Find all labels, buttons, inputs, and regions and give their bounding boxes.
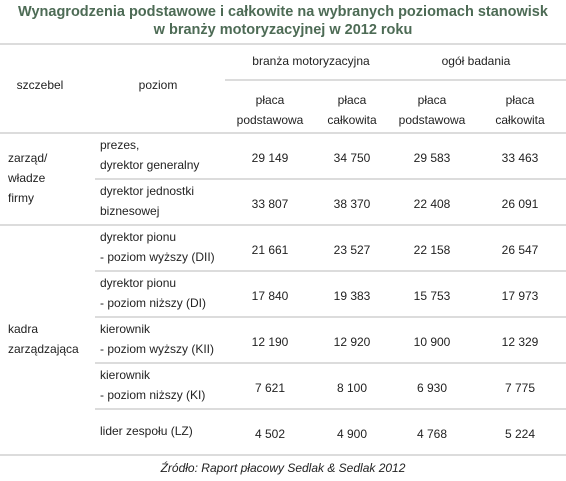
cell-value: 12 920 xyxy=(334,335,371,349)
header-column: płaca xyxy=(338,93,367,107)
header-group: branża motoryzacyjna xyxy=(252,54,370,68)
header-column: całkowita xyxy=(327,113,377,127)
cell-value: 23 527 xyxy=(334,243,371,257)
cell-value: 4 900 xyxy=(337,427,367,441)
source: Źródło: Raport płacowy Sedlak & Sedlak 2… xyxy=(160,460,406,475)
title: Wynagrodzenia podstawowe i całkowite na … xyxy=(18,4,549,20)
position-label: - poziom wyższy (KII) xyxy=(100,342,214,356)
cell-value: 15 753 xyxy=(414,289,451,303)
position-label: kierownik xyxy=(100,322,151,336)
cell-value: 7 621 xyxy=(255,381,285,395)
cell-value: 22 408 xyxy=(414,197,451,211)
header-column: płaca xyxy=(506,93,535,107)
cell-value: 21 661 xyxy=(252,243,289,257)
level-label: zarządzająca xyxy=(8,342,79,356)
cell-value: 26 091 xyxy=(502,197,539,211)
cell-value: 4 768 xyxy=(417,427,447,441)
cell-value: 17 973 xyxy=(502,289,539,303)
cell-value: 4 502 xyxy=(255,427,285,441)
cell-value: 10 900 xyxy=(414,335,451,349)
level-label: zarząd/ xyxy=(8,151,48,165)
position-label: prezes, xyxy=(100,138,139,152)
position-label: kierownik xyxy=(100,368,151,382)
cell-value: 34 750 xyxy=(334,151,371,165)
cell-value: 29 583 xyxy=(414,151,451,165)
header-level: szczebel xyxy=(17,78,64,92)
title: w branży motoryzacyjnej w 2012 roku xyxy=(153,22,413,38)
cell-value: 8 100 xyxy=(337,381,367,395)
cell-value: 26 547 xyxy=(502,243,539,257)
level-label: kadra xyxy=(8,322,38,336)
position-label: dyrektor pionu xyxy=(100,276,176,290)
header-column: płaca xyxy=(256,93,285,107)
position-label: dyrektor generalny xyxy=(100,158,199,172)
header-group: ogół badania xyxy=(442,54,511,68)
level-label: firmy xyxy=(8,191,34,205)
position-label: dyrektor pionu xyxy=(100,230,176,244)
cell-value: 17 840 xyxy=(252,289,289,303)
level-label: władze xyxy=(7,171,46,185)
header-position: poziom xyxy=(139,78,178,92)
cell-value: 33 807 xyxy=(252,197,289,211)
position-label: dyrektor jednostki xyxy=(100,184,194,198)
position-label: - poziom wyższy (DII) xyxy=(100,250,215,264)
cell-value: 38 370 xyxy=(334,197,371,211)
cell-value: 7 775 xyxy=(505,381,535,395)
cell-value: 29 149 xyxy=(252,151,289,165)
header-column: podstawowa xyxy=(399,113,466,127)
header-column: całkowita xyxy=(495,113,545,127)
position-label: biznesowej xyxy=(100,204,159,218)
cell-value: 6 930 xyxy=(417,381,447,395)
cell-value: 12 190 xyxy=(252,335,289,349)
cell-value: 33 463 xyxy=(502,151,539,165)
cell-value: 5 224 xyxy=(505,427,535,441)
position-label: - poziom niższy (KI) xyxy=(100,388,205,402)
position-label: - poziom niższy (DI) xyxy=(100,296,206,310)
cell-value: 19 383 xyxy=(334,289,371,303)
position-label: lider zespołu (LZ) xyxy=(100,424,193,438)
cell-value: 22 158 xyxy=(414,243,451,257)
cell-value: 12 329 xyxy=(502,335,539,349)
header-column: płaca xyxy=(418,93,447,107)
header-column: podstawowa xyxy=(237,113,304,127)
